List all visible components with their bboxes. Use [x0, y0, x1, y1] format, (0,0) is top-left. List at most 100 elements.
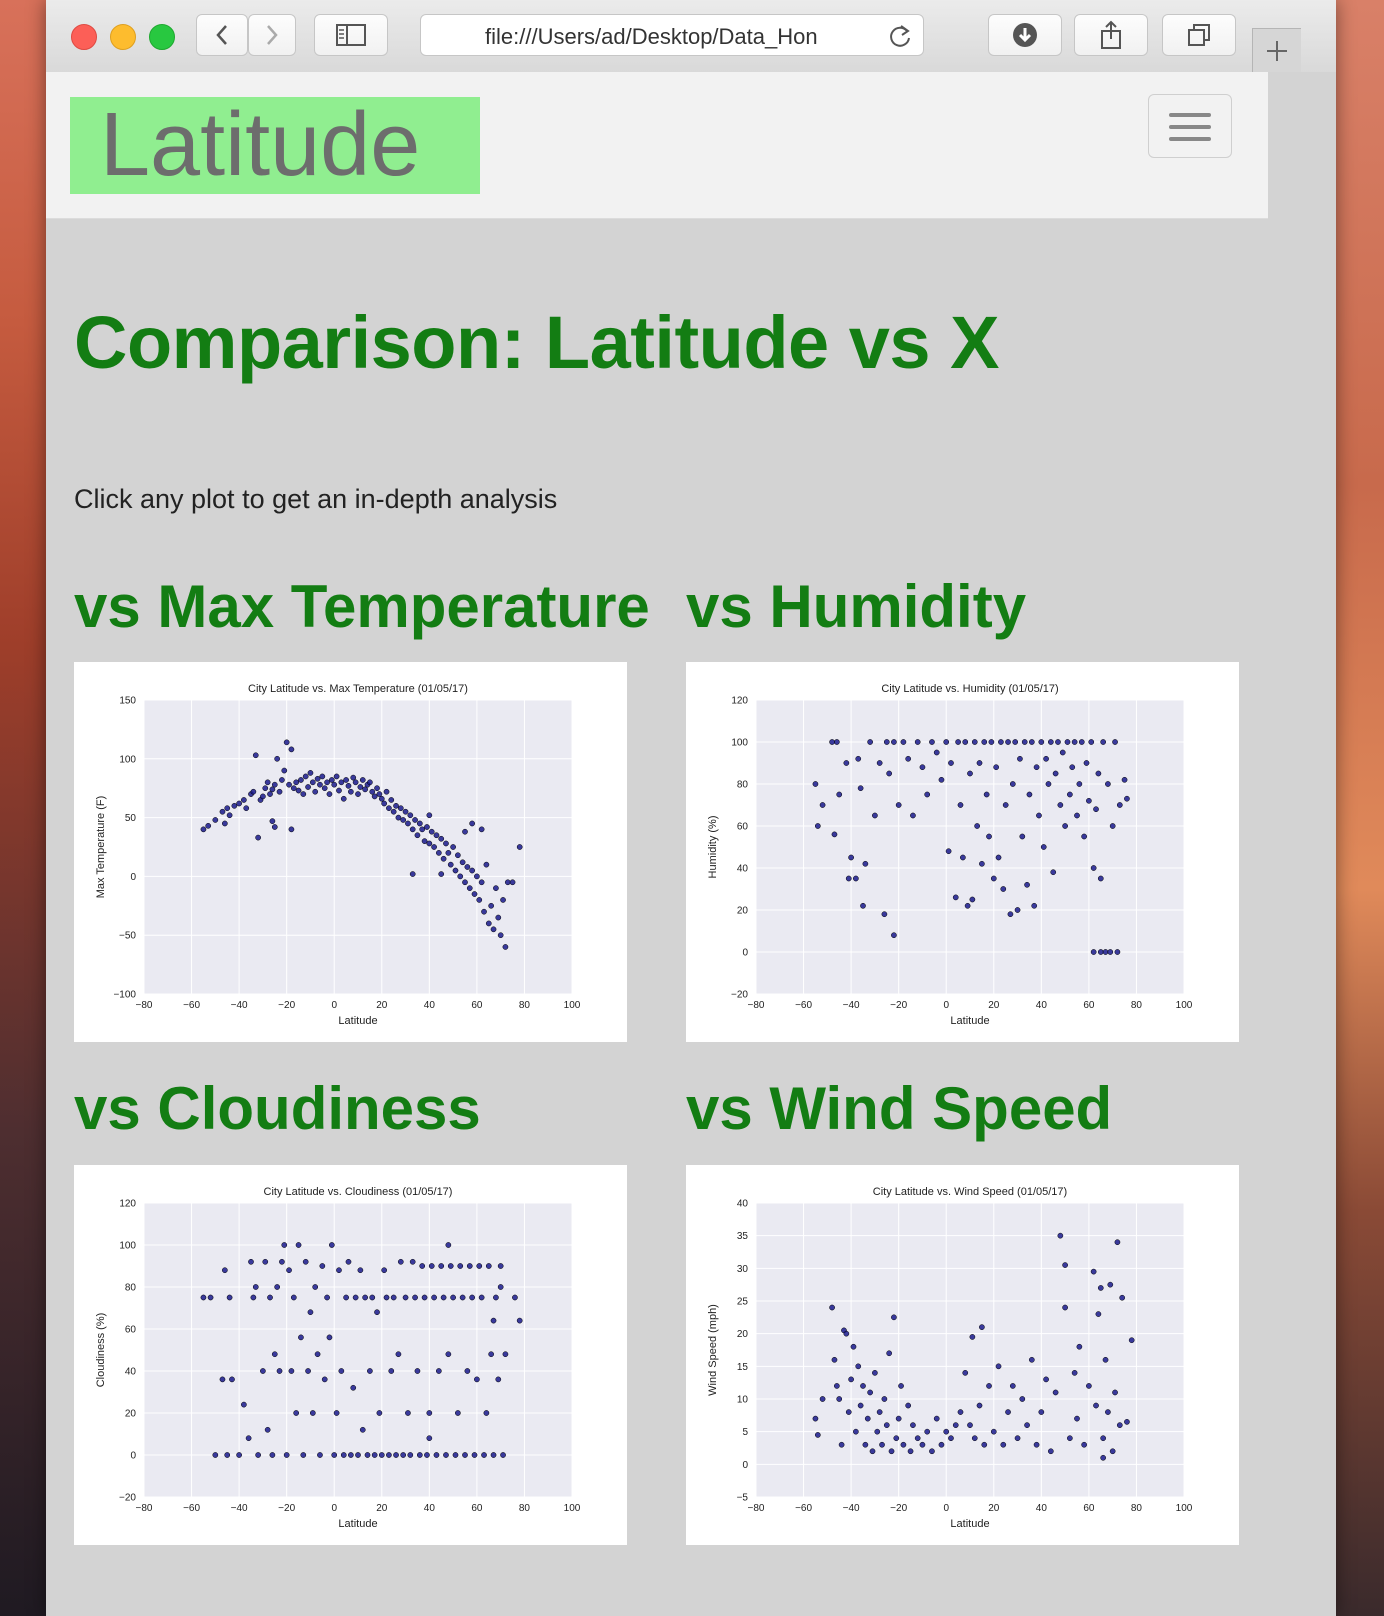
- data-point: [895, 802, 902, 808]
- data-point: [1040, 844, 1047, 850]
- data-point: [895, 1415, 902, 1422]
- zoom-window-button[interactable]: [149, 24, 175, 50]
- data-point: [952, 1422, 959, 1428]
- data-point: [255, 834, 261, 841]
- data-point: [288, 826, 295, 833]
- minimize-window-button[interactable]: [110, 24, 136, 50]
- data-point: [474, 1376, 480, 1383]
- y-tick-label: 100: [119, 1241, 136, 1252]
- data-point: [390, 1294, 397, 1301]
- data-point: [378, 795, 385, 802]
- downloads-button[interactable]: [988, 14, 1062, 56]
- data-point: [962, 1370, 969, 1376]
- data-point: [1038, 1409, 1045, 1415]
- data-point: [843, 760, 850, 766]
- sidebar-toggle-button[interactable]: [314, 14, 388, 56]
- data-point: [290, 785, 297, 792]
- plot-card-humidity[interactable]: −80 −60 −40 −20 0 20 40 60 80 100 −20 0 20 40 60 80 100 1…: [686, 662, 1239, 1042]
- data-point: [1121, 776, 1128, 783]
- x-tick-label: 20: [376, 1503, 388, 1514]
- data-point: [1128, 1337, 1135, 1344]
- data-point: [1067, 1435, 1073, 1442]
- data-point: [495, 914, 502, 921]
- data-point: [872, 812, 878, 819]
- data-point: [267, 1294, 273, 1301]
- forward-button[interactable]: [248, 14, 296, 56]
- data-point: [388, 1368, 395, 1374]
- plot-heading-wind-speed: vs Wind Speed: [686, 1075, 1113, 1142]
- chart-title: City Latitude vs. Wind Speed (01/05/17): [873, 1186, 1067, 1198]
- y-tick-label: 50: [125, 813, 137, 824]
- data-point: [279, 1258, 285, 1265]
- data-point: [236, 1452, 242, 1458]
- share-button[interactable]: [1074, 14, 1148, 56]
- tabs-overview-button[interactable]: [1162, 14, 1236, 56]
- data-point: [1017, 755, 1023, 762]
- data-point: [983, 791, 990, 798]
- plot-card-wind-speed[interactable]: −80 −60 −40 −20 0 20 40 60 80 100 −5 0 5 10 15 20 25 30 35…: [686, 1165, 1239, 1545]
- data-point: [407, 812, 414, 819]
- data-point: [357, 784, 364, 790]
- data-point: [309, 1410, 316, 1416]
- x-tick-label: −40: [843, 1000, 860, 1011]
- plot-card-cloudiness[interactable]: −80 −60 −40 −20 0 20 40 60 80 100 −20 0 20 40 60 80 100 1…: [74, 1165, 627, 1545]
- data-point: [250, 1294, 257, 1301]
- back-button[interactable]: [196, 14, 248, 56]
- y-tick-label: 10: [737, 1395, 749, 1406]
- reload-icon[interactable]: [887, 23, 913, 49]
- brand-logo[interactable]: Latitude: [70, 97, 480, 194]
- data-point: [845, 875, 852, 882]
- data-point: [1124, 795, 1130, 802]
- data-point: [929, 1448, 935, 1455]
- y-tick-label: 20: [737, 906, 749, 917]
- data-point: [905, 1402, 912, 1409]
- menu-toggle-button[interactable]: [1148, 94, 1232, 158]
- data-point: [948, 1435, 954, 1442]
- data-point: [848, 854, 854, 861]
- data-point: [386, 1452, 392, 1458]
- data-point: [1088, 739, 1095, 745]
- data-point: [1112, 1389, 1118, 1396]
- address-bar[interactable]: file:///Users/ad/Desktop/Data_Hon: [420, 14, 924, 56]
- data-point: [1100, 739, 1107, 745]
- data-point: [395, 814, 402, 821]
- data-point: [395, 1351, 402, 1358]
- y-tick-label: 120: [119, 1199, 136, 1210]
- data-point: [1083, 760, 1090, 766]
- data-point: [1062, 1262, 1068, 1268]
- data-point: [497, 932, 504, 939]
- data-point: [960, 854, 966, 861]
- data-point: [1019, 833, 1026, 840]
- data-point: [331, 781, 338, 788]
- data-point: [957, 1409, 964, 1415]
- scatter-chart-max-temperature: −80 −60 −40 −20 0 20 40 60 80 100 −100 −50 0 50 100 150…: [95, 683, 581, 1027]
- data-point: [990, 875, 997, 882]
- data-point: [1081, 1441, 1087, 1448]
- data-point: [326, 791, 333, 797]
- data-point: [286, 1267, 292, 1274]
- data-point: [262, 785, 269, 792]
- close-window-button[interactable]: [71, 24, 97, 50]
- data-point: [302, 1258, 309, 1265]
- data-point: [416, 820, 423, 827]
- data-point: [814, 823, 821, 829]
- x-tick-label: 60: [471, 1503, 483, 1514]
- x-tick-label: −60: [183, 1503, 200, 1514]
- chart-title: City Latitude vs. Max Temperature (01/05…: [248, 683, 468, 695]
- x-tick-label: 100: [1176, 1000, 1193, 1011]
- data-point: [1024, 1422, 1030, 1428]
- data-point: [833, 739, 840, 745]
- new-tab-button[interactable]: [1252, 28, 1301, 73]
- data-point: [279, 777, 285, 783]
- data-point: [383, 788, 390, 795]
- data-point: [200, 1294, 207, 1301]
- plot-card-max-temperature[interactable]: −80 −60 −40 −20 0 20 40 60 80 100 −100 −50 0 50 100 150…: [74, 662, 627, 1042]
- desktop-wallpaper-right: [1336, 0, 1384, 1616]
- data-point: [488, 1351, 495, 1358]
- data-point: [829, 739, 835, 745]
- data-point: [443, 840, 449, 847]
- data-point: [293, 779, 300, 786]
- plot-heading-max-temperature: vs Max Temperature: [74, 573, 650, 640]
- desktop-wallpaper-left: [0, 0, 46, 1616]
- data-point: [319, 1263, 326, 1269]
